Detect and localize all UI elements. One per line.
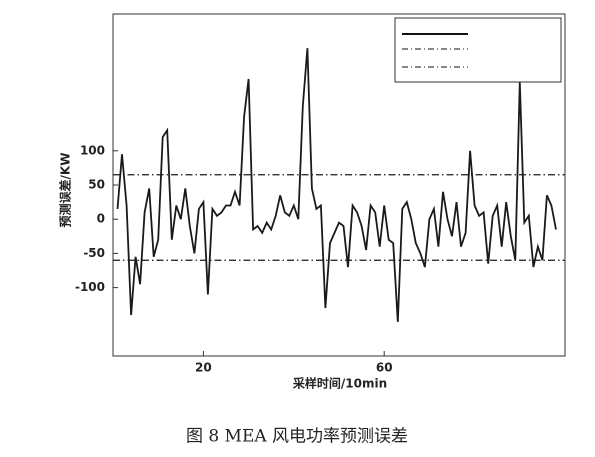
- x-tick-label: 60: [376, 361, 393, 375]
- y-tick-label: 100: [80, 143, 105, 157]
- x-tick-label: 20: [195, 361, 212, 375]
- caption: 图 8 MEA 风电功率预测误差: [186, 427, 408, 447]
- y-tick-label: -100: [75, 280, 105, 294]
- series-line: [116, 48, 557, 322]
- y-tick-label: 0: [97, 212, 105, 226]
- x-axis-label: 采样时间/10min: [292, 376, 387, 391]
- y-tick-label: 50: [88, 178, 105, 192]
- y-tick-label: -50: [83, 246, 105, 260]
- legend-box: [394, 17, 562, 83]
- y-axis-label: 预测误差/KW: [58, 153, 73, 228]
